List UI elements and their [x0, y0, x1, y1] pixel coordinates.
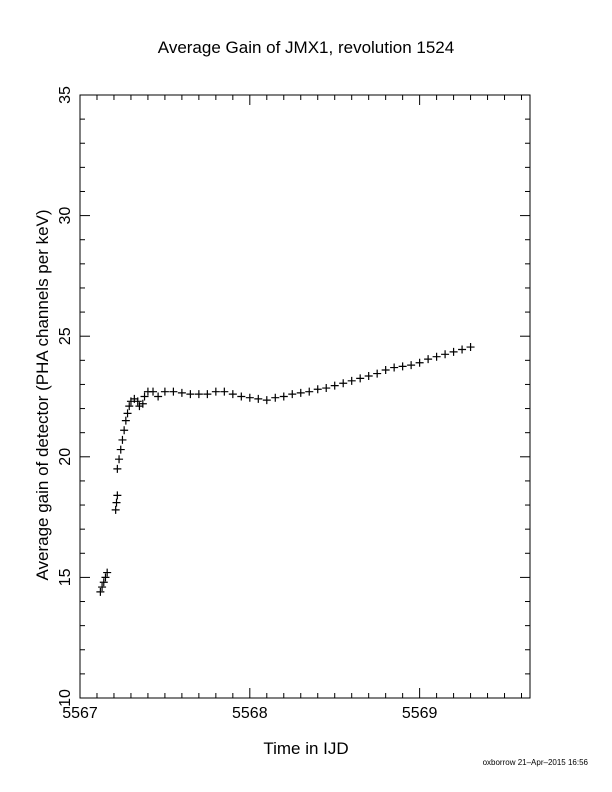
- x-tick-label: 5568: [232, 705, 268, 722]
- data-point: [125, 402, 134, 411]
- x-axis-label: Time in IJD: [263, 739, 348, 758]
- data-point: [415, 358, 424, 367]
- data-point: [220, 387, 229, 396]
- data-point: [98, 583, 107, 592]
- x-tick-label: 5569: [402, 705, 438, 722]
- data-point: [466, 343, 475, 352]
- data-point: [186, 390, 195, 399]
- data-point: [296, 388, 305, 397]
- data-point: [111, 505, 120, 514]
- data-point: [203, 390, 212, 399]
- data-point: [113, 491, 122, 500]
- data-point: [160, 387, 169, 396]
- data-point: [101, 573, 110, 582]
- y-tick-label: 25: [57, 327, 74, 345]
- data-point: [398, 362, 407, 371]
- data-point: [356, 374, 365, 383]
- data-point: [113, 464, 122, 473]
- data-point: [288, 390, 297, 399]
- data-point: [305, 387, 314, 396]
- data-point: [339, 379, 348, 388]
- data-point: [121, 416, 130, 425]
- data-point: [262, 396, 271, 405]
- data-point: [116, 445, 125, 454]
- chart-title: Average Gain of JMX1, revolution 1524: [158, 38, 454, 57]
- data-point: [373, 369, 382, 378]
- data-point: [228, 390, 237, 399]
- axis-ticks: [79, 94, 530, 699]
- data-point: [407, 361, 416, 370]
- data-point: [120, 426, 129, 435]
- y-tick-label: 15: [57, 568, 74, 586]
- data-point: [96, 587, 105, 596]
- data-point: [140, 392, 149, 401]
- data-point: [211, 387, 220, 396]
- axis-tick-labels: 10 15 20 25 30 35 5567 5568 5569: [57, 86, 438, 722]
- data-point: [381, 365, 390, 374]
- y-tick-label: 35: [57, 86, 74, 104]
- y-tick-label: 30: [57, 207, 74, 225]
- y-tick-label: 20: [57, 448, 74, 466]
- data-point: [254, 394, 263, 403]
- data-point: [322, 384, 331, 393]
- data-point: [169, 387, 178, 396]
- plot-frame: [79, 94, 531, 699]
- y-axis-label: Average gain of detector (PHA channels p…: [33, 209, 52, 580]
- data-point: [390, 363, 399, 372]
- data-point: [118, 435, 127, 444]
- data-point: [245, 393, 254, 402]
- data-point: [432, 352, 441, 361]
- data-point: [177, 388, 186, 397]
- data-point: [279, 392, 288, 401]
- data-point: [313, 385, 322, 394]
- y-tick-label: 10: [57, 689, 74, 707]
- data-point: [154, 392, 163, 401]
- data-point: [347, 376, 356, 385]
- footer-credit: oxborrow 21–Apr–2015 16:56: [482, 758, 588, 767]
- data-point: [99, 578, 108, 587]
- data-point: [123, 409, 132, 418]
- data-point: [149, 387, 158, 396]
- data-point: [194, 390, 203, 399]
- data-point: [458, 345, 467, 354]
- data-point: [364, 371, 373, 380]
- data-point: [441, 350, 450, 359]
- data-point: [103, 568, 112, 577]
- data-points: [96, 343, 475, 596]
- data-point: [424, 355, 433, 364]
- data-point: [237, 392, 246, 401]
- data-point: [115, 455, 124, 464]
- data-point: [138, 399, 147, 408]
- data-point: [271, 393, 280, 402]
- data-point: [330, 381, 339, 390]
- data-point: [133, 397, 142, 406]
- data-point: [449, 347, 458, 356]
- data-point: [112, 498, 121, 507]
- x-tick-label: 5567: [62, 705, 98, 722]
